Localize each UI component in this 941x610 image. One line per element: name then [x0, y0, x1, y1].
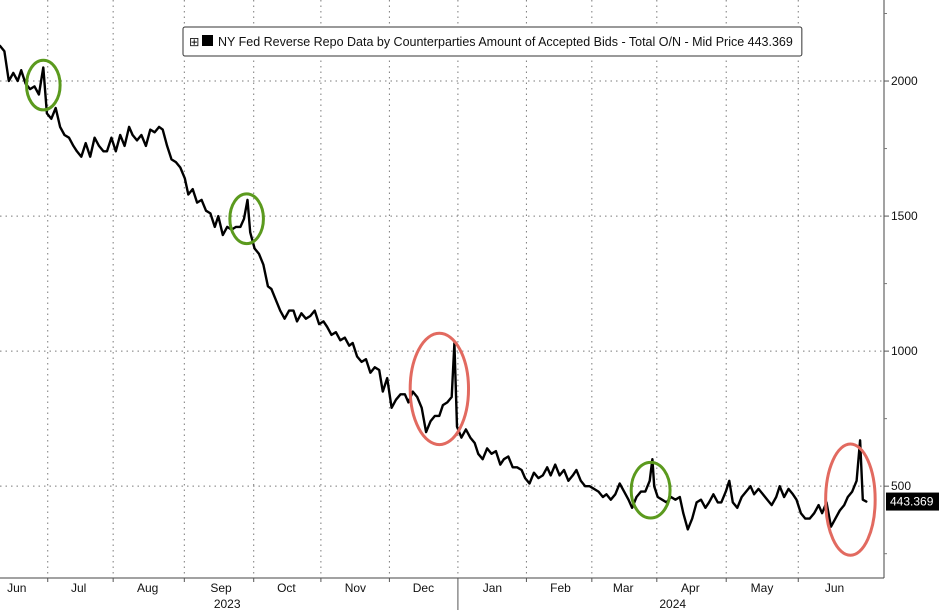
- last-value-box: [886, 492, 939, 511]
- annotation-ellipse: [629, 460, 672, 520]
- legend-swatch: [202, 35, 213, 46]
- annotation-ellipse: [228, 192, 265, 246]
- x-year-label: 2024: [659, 597, 686, 610]
- x-tick-label: Jul: [71, 581, 86, 595]
- y-axis-ticks: 500 1000 1500 2000: [884, 13, 918, 555]
- x-axis-ticks: Jun Jul Aug Sep Oct Nov Dec Jan Feb Mar Apr May Jun 2…: [7, 578, 844, 610]
- legend-label: NY Fed Reverse Repo Data by Counterparti…: [218, 35, 793, 49]
- y-tick-label: 500: [891, 479, 911, 493]
- x-tick-label: Jan: [483, 581, 502, 595]
- annotations: [25, 58, 877, 557]
- annotation-ellipse: [408, 331, 471, 447]
- grid-lines: [0, 0, 884, 578]
- x-tick-label: Sep: [210, 581, 232, 595]
- annotation-ellipse: [25, 58, 62, 112]
- axes: [0, 0, 885, 579]
- x-year-label: 2023: [214, 597, 241, 610]
- legend: ⊞ NY Fed Reverse Repo Data by Counterpar…: [182, 26, 803, 57]
- annotation-ellipse: [824, 442, 877, 557]
- x-tick-label: Jun: [7, 581, 26, 595]
- last-value-label: 443.369: [890, 495, 934, 509]
- y-tick-label: 2000: [891, 74, 918, 88]
- series-group: [0, 44, 868, 531]
- y-tick-label: 1000: [891, 344, 918, 358]
- x-tick-label: Oct: [277, 581, 296, 595]
- x-tick-label: May: [751, 581, 774, 595]
- x-tick-label: Mar: [613, 581, 634, 595]
- x-tick-label: Jun: [825, 581, 844, 595]
- x-tick-label: Dec: [413, 581, 434, 595]
- x-tick-label: Feb: [550, 581, 571, 595]
- last-value-marker: 443.369: [886, 492, 939, 511]
- series-line: [0, 44, 868, 531]
- x-tick-label: Aug: [137, 581, 158, 595]
- x-tick-label: Nov: [345, 581, 366, 595]
- legend-expand-icon[interactable]: ⊞: [189, 35, 199, 49]
- x-tick-label: Apr: [681, 581, 700, 595]
- legend-box: [182, 26, 803, 57]
- y-tick-label: 1500: [891, 209, 918, 223]
